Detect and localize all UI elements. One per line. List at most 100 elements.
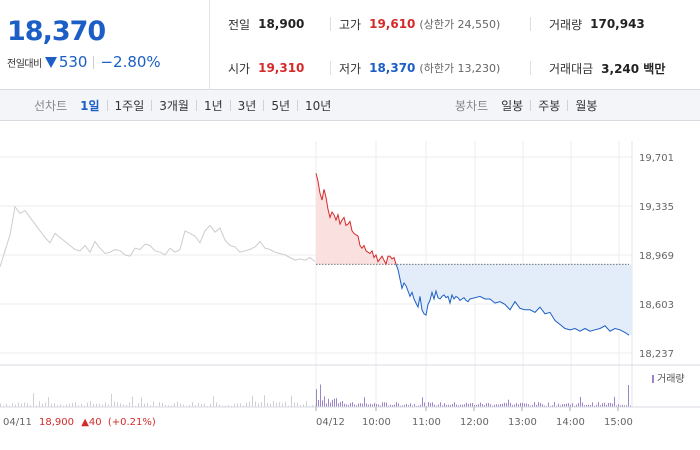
tab-period-5[interactable]: 5년 bbox=[271, 99, 291, 113]
volume-bar bbox=[352, 402, 353, 407]
volume-bar bbox=[518, 404, 519, 407]
volume-bar bbox=[480, 402, 481, 407]
volume-bar bbox=[326, 403, 327, 407]
volume-bar bbox=[482, 404, 483, 407]
volume-bar bbox=[174, 403, 175, 407]
volume-bar bbox=[261, 402, 262, 407]
volume-bar bbox=[18, 402, 19, 407]
volume-bar bbox=[524, 403, 525, 407]
volume-bar bbox=[562, 404, 563, 407]
volume-bar bbox=[114, 401, 115, 407]
high-label: 고가 bbox=[339, 17, 362, 32]
volume-bar bbox=[404, 404, 405, 407]
volume-bar bbox=[123, 404, 124, 407]
volume-bar bbox=[183, 404, 184, 407]
volume-bar bbox=[610, 403, 611, 407]
tab-separator bbox=[151, 100, 153, 111]
volume-bar bbox=[285, 401, 286, 407]
tab-period-2[interactable]: 3개월 bbox=[159, 99, 189, 113]
volume-bar bbox=[420, 404, 421, 407]
volume-bar bbox=[526, 403, 527, 407]
volume-bar bbox=[460, 404, 461, 407]
volume-bar bbox=[486, 403, 487, 407]
volume-bar bbox=[408, 405, 409, 407]
volume-bar bbox=[466, 402, 467, 407]
y-tick-label: 18,969 bbox=[639, 251, 674, 262]
volume-bar bbox=[586, 404, 587, 407]
tab-period-4[interactable]: 3년 bbox=[237, 99, 257, 113]
x-tick-label: 10:00 bbox=[362, 417, 391, 428]
volume-bar bbox=[204, 403, 205, 407]
volume-bar bbox=[462, 404, 463, 407]
volume-bar bbox=[450, 404, 451, 407]
prev-day-rate: (+0.21%) bbox=[108, 417, 156, 428]
tab-candle-0[interactable]: 일봉 bbox=[501, 99, 524, 113]
volume-bar bbox=[626, 405, 627, 407]
tab-separator bbox=[229, 100, 231, 111]
prev-close-value: 18,900 bbox=[258, 17, 305, 31]
volume-bar bbox=[27, 403, 28, 407]
volume-bar bbox=[492, 405, 493, 407]
tab-candle-2[interactable]: 월봉 bbox=[575, 99, 598, 113]
volume-bar bbox=[366, 403, 367, 407]
tab-period-6[interactable]: 10년 bbox=[305, 99, 332, 113]
volume-bar bbox=[354, 404, 355, 407]
volume-bar bbox=[57, 405, 58, 407]
volume-bar bbox=[504, 402, 505, 407]
candle-chart-tabs: 봉차트 일봉 주봉 월봉 bbox=[455, 90, 597, 121]
volume-bar bbox=[3, 405, 4, 407]
volume-bar bbox=[600, 405, 601, 407]
prev-day-line bbox=[0, 205, 316, 268]
volume-bar bbox=[558, 403, 559, 407]
x-tick-label: 11:00 bbox=[412, 417, 441, 428]
volume-bar bbox=[422, 397, 423, 407]
stat-prev-close: 전일 18,900 bbox=[228, 15, 304, 33]
volume-bar bbox=[90, 401, 91, 407]
volume-bar bbox=[368, 404, 369, 407]
tab-period-0[interactable]: 1일 bbox=[80, 99, 100, 113]
volume-bar bbox=[392, 405, 393, 407]
current-price: 18,370 bbox=[7, 16, 106, 47]
volume-bars bbox=[0, 384, 631, 407]
volume-bar bbox=[36, 405, 37, 407]
volume-bar bbox=[522, 402, 523, 407]
chart-tab-bar: 선차트 1일 1주일 3개월 1년 3년 5년 10년 봉차트 일봉 주봉 월봉 bbox=[0, 90, 700, 121]
volume-bar bbox=[231, 405, 232, 407]
price-box: 18,370 전일대비 530 −2.80% bbox=[0, 0, 210, 90]
volume-legend-swatch bbox=[652, 375, 654, 383]
tab-candle-1[interactable]: 주봉 bbox=[538, 99, 561, 113]
volume-bar bbox=[458, 405, 459, 407]
volume-bar bbox=[378, 404, 379, 407]
volume-bar bbox=[428, 402, 429, 407]
volume-bar bbox=[528, 404, 529, 407]
tab-period-1[interactable]: 1주일 bbox=[114, 99, 145, 113]
volume-bar bbox=[374, 403, 375, 407]
volume-bar bbox=[350, 403, 351, 407]
volume-bar bbox=[195, 405, 196, 407]
volume-bar bbox=[276, 402, 277, 407]
volume-bar bbox=[147, 403, 148, 407]
x-tick-label: 14:00 bbox=[556, 417, 585, 428]
volume-bar bbox=[340, 402, 341, 407]
volume-bar bbox=[198, 402, 199, 407]
volume-bar bbox=[570, 404, 571, 407]
volume-bar bbox=[225, 405, 226, 407]
volume-bar bbox=[454, 402, 455, 407]
volume-bar bbox=[516, 403, 517, 407]
volume-bar bbox=[476, 404, 477, 407]
volume-bar bbox=[380, 405, 381, 407]
volume-bar bbox=[452, 403, 453, 407]
volume-bar bbox=[538, 402, 539, 407]
volume-bar bbox=[117, 402, 118, 407]
volume-bar bbox=[105, 402, 106, 407]
x-tick-label: 15:00 bbox=[604, 417, 633, 428]
volume-bar bbox=[141, 397, 142, 407]
volume-bar bbox=[356, 405, 357, 407]
volume-bar bbox=[432, 402, 433, 407]
volume-bar bbox=[346, 404, 347, 407]
volume-bar bbox=[288, 405, 289, 407]
tab-period-3[interactable]: 1년 bbox=[203, 99, 223, 113]
volume-bar bbox=[362, 403, 363, 407]
volume-legend-label: 거래량 bbox=[657, 373, 685, 385]
volume-bar bbox=[576, 404, 577, 407]
